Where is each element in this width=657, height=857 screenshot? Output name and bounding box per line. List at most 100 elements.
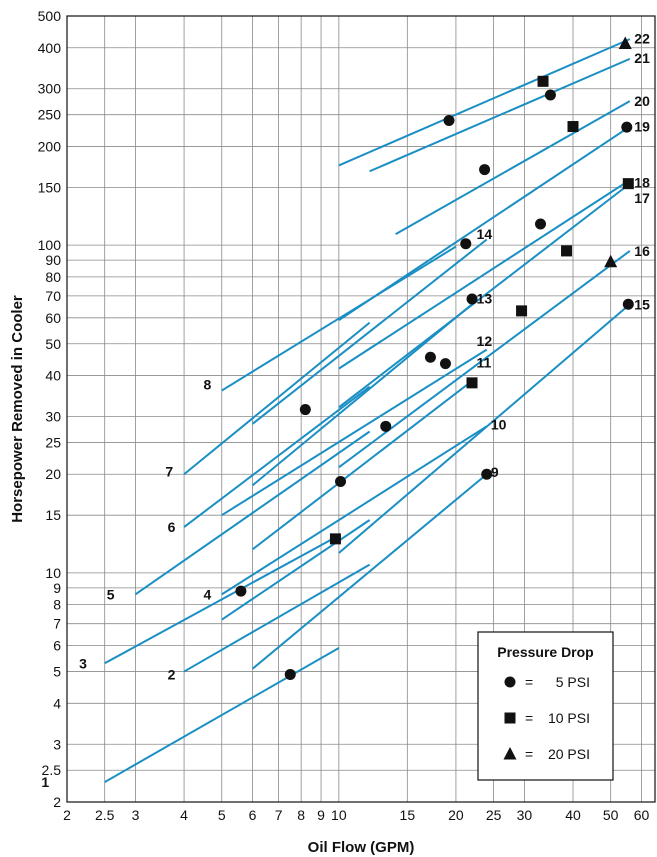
circle-marker [481, 468, 493, 480]
x-tick-label: 40 [565, 807, 581, 823]
square-marker [466, 377, 478, 389]
x-tick-label: 6 [249, 807, 257, 823]
plot-frame [66, 15, 656, 803]
series-label-15: 15 [634, 296, 650, 312]
series-label-10: 10 [491, 416, 507, 432]
x-axis-title: Oil Flow (GPM) [308, 839, 415, 856]
x-tick-label: 7 [275, 807, 283, 823]
x-tick-label: 9 [317, 807, 325, 823]
triangle-marker [618, 36, 632, 50]
y-tick-label: 150 [38, 179, 62, 195]
y-tick-label: 25 [45, 434, 61, 450]
series-line-10 [221, 425, 488, 596]
series-label-14: 14 [477, 226, 493, 242]
y-tick-label: 20 [45, 466, 61, 482]
series-line-11 [251, 380, 473, 551]
y-tick-label: 3 [53, 736, 61, 752]
y-tick-label: 400 [38, 40, 62, 56]
legend-circle-icon [504, 676, 516, 688]
legend-entry-label: 20 PSI [548, 746, 590, 762]
series-line-19 [338, 125, 631, 322]
series-label-13: 13 [477, 290, 493, 306]
circle-marker [621, 121, 633, 133]
series-label-8: 8 [204, 377, 212, 393]
x-tick-labels: 2 2.5 3 4 5 6 7 8 9 10 15 20 25 30 40 50 60 [63, 807, 649, 823]
series-line-1 [104, 647, 340, 783]
legend-equals: = [525, 674, 533, 690]
series-label-17: 17 [634, 190, 650, 206]
square-marker [329, 533, 341, 545]
circle-marker [380, 420, 392, 432]
series-line-2 [183, 563, 371, 673]
circle-marker [284, 668, 296, 680]
y-tick-label: 5 [53, 664, 61, 680]
series-line-4 [221, 519, 371, 621]
legend-box [477, 631, 614, 781]
legend-entry-label: 5 PSI [556, 674, 590, 690]
circle-marker [544, 89, 556, 101]
series-line-12 [221, 348, 488, 517]
series-label-21: 21 [634, 50, 650, 66]
y-tick-label: 250 [38, 107, 62, 123]
legend-square-icon [504, 712, 516, 724]
y-tick-label: 300 [38, 81, 62, 97]
circle-marker [235, 585, 247, 597]
series-label-18: 18 [634, 175, 650, 191]
legend: Pressure Drop = 5 PSI = 10 PSI = 20 PSI [477, 631, 614, 781]
circle-marker [479, 164, 491, 176]
series-label-11: 11 [477, 355, 492, 371]
series-line-7 [183, 321, 371, 475]
y-tick-label: 2 [53, 794, 61, 810]
square-marker [567, 121, 579, 133]
square-marker [516, 305, 528, 317]
y-tick-label: 2.5 [42, 762, 62, 778]
series-line-18 [338, 179, 631, 370]
circle-marker [466, 293, 478, 305]
x-tick-label: 50 [603, 807, 619, 823]
square-marker [561, 245, 573, 257]
y-axis-title: Horsepower Removed in Cooler [9, 295, 26, 523]
y-tick-label: 7 [53, 616, 61, 632]
series-line-14 [251, 238, 488, 425]
legend-equals: = [525, 710, 533, 726]
y-tick-label: 15 [45, 507, 61, 523]
series-label-5: 5 [107, 586, 115, 602]
series-label-4: 4 [204, 586, 212, 602]
series-label-2: 2 [168, 666, 176, 682]
series-label-12: 12 [477, 333, 493, 349]
series-line-3 [104, 534, 340, 665]
series-line-20 [395, 100, 631, 236]
x-tick-label: 5 [218, 807, 226, 823]
x-tick-label: 3 [132, 807, 140, 823]
y-tick-label: 40 [45, 368, 61, 384]
legend-equals: = [525, 746, 533, 762]
y-tick-label: 4 [53, 695, 61, 711]
series-line-6 [183, 385, 371, 528]
x-tick-label: 10 [331, 807, 347, 823]
data-markers [235, 36, 634, 680]
y-tick-label: 200 [38, 138, 62, 154]
y-tick-label: 6 [53, 638, 61, 654]
y-tick-label: 9 [53, 580, 61, 596]
series-line-22 [338, 38, 631, 167]
x-tick-label: 8 [297, 807, 305, 823]
x-tick-label: 60 [634, 807, 650, 823]
series-label-1: 1 [41, 774, 49, 790]
series-lines [104, 38, 631, 783]
series-line-9 [251, 473, 488, 670]
y-tick-label: 100 [38, 237, 62, 253]
series-label-9: 9 [491, 464, 499, 480]
x-tick-label: 2.5 [95, 807, 115, 823]
x-tick-label: 20 [448, 807, 464, 823]
series-line-21 [369, 57, 631, 173]
series-label-22: 22 [634, 30, 650, 46]
series-label-16: 16 [634, 243, 650, 259]
x-tick-label: 2 [63, 807, 71, 823]
series-line-17 [338, 182, 631, 409]
circle-marker [622, 298, 634, 310]
series-label-20: 20 [634, 93, 650, 109]
y-tick-label: 8 [53, 597, 61, 613]
